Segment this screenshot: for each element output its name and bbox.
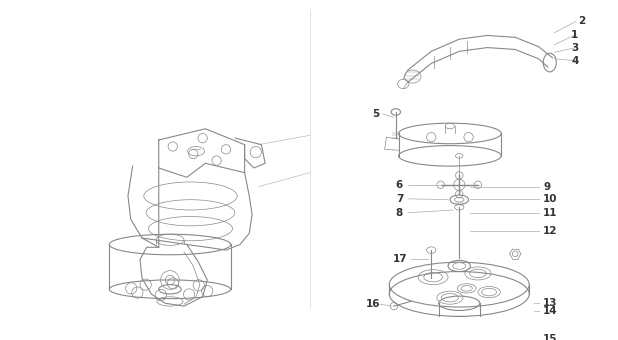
Text: 7: 7 [396, 194, 403, 204]
Text: 2: 2 [578, 16, 585, 27]
Text: 4: 4 [571, 56, 578, 66]
Text: 13: 13 [543, 298, 557, 308]
Text: 5: 5 [373, 109, 379, 119]
Text: 11: 11 [543, 208, 557, 218]
Text: 17: 17 [393, 254, 408, 265]
Text: 15: 15 [543, 334, 557, 340]
Text: 12: 12 [543, 226, 557, 236]
Text: 9: 9 [543, 182, 551, 192]
Text: 10: 10 [543, 194, 557, 204]
Text: 1: 1 [571, 30, 578, 39]
Text: 3: 3 [571, 42, 578, 53]
Text: 14: 14 [543, 306, 558, 316]
Text: 16: 16 [366, 299, 381, 309]
Circle shape [454, 179, 465, 190]
Text: 8: 8 [396, 208, 403, 218]
Text: 6: 6 [396, 180, 403, 190]
